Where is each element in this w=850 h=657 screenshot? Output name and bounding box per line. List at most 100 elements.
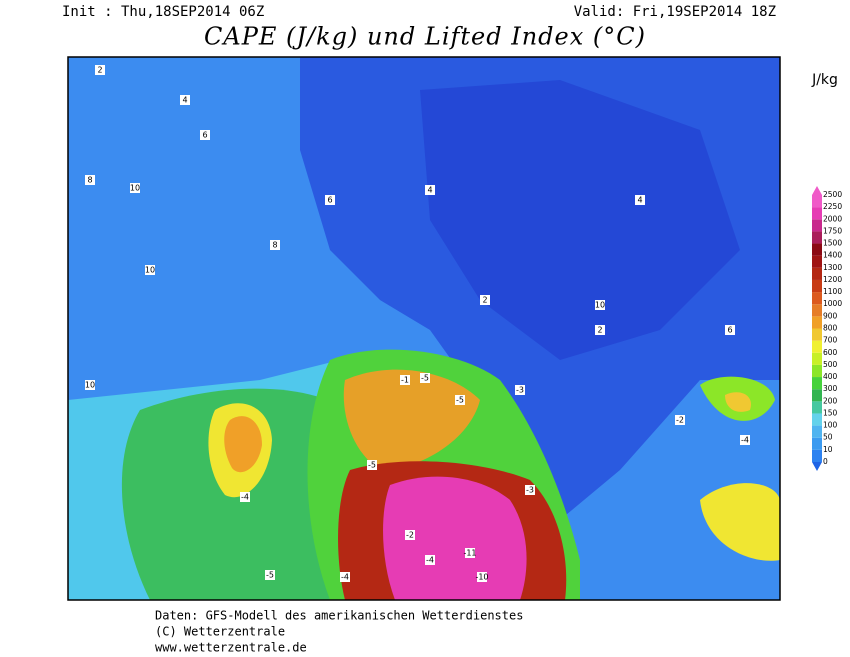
colorbar-segment (812, 219, 822, 232)
label-box (405, 530, 415, 540)
lifted-index-label: 6 (327, 196, 332, 205)
colorbar-unit: J/kg (811, 72, 838, 88)
label-box (265, 570, 275, 580)
colorbar-label: 900 (823, 311, 838, 320)
lifted-index-labels: 2 4 6 8 10 10 8 6 4 2 -1 -3 -5 -5 -4 -2 -4 -5 -11 -10 -4 -5 -4… (85, 65, 750, 582)
lifted-index-label: 10 (595, 301, 605, 310)
colorbar-segment (812, 316, 822, 329)
colorbar-segment (812, 328, 822, 341)
colorbar-label: 50 (823, 433, 833, 442)
label-box (595, 300, 605, 310)
colorbar-label: 1000 (823, 299, 842, 308)
colorbar-segment (812, 243, 822, 256)
colorbar-segment (812, 292, 822, 305)
colorbar-label: 1750 (823, 226, 842, 235)
colorbar-label: 2250 (823, 202, 842, 211)
label-box (200, 130, 210, 140)
colorbar-label: 1200 (823, 275, 842, 284)
colorbar-arrow (812, 186, 822, 195)
label-box (270, 240, 280, 250)
colorbar-label: 0 (823, 457, 828, 466)
colorbar-segment (812, 267, 822, 280)
label-box (477, 572, 487, 582)
colorbar-label: 800 (823, 324, 838, 333)
lifted-index-label: -4 (341, 573, 349, 582)
lifted-index-label: -10 (475, 573, 488, 582)
label-box (725, 325, 735, 335)
colorbar-segment (812, 413, 822, 426)
label-box (180, 95, 190, 105)
colorbar-label: 150 (823, 408, 838, 417)
label-box (675, 415, 685, 425)
lifted-index-label: -3 (526, 486, 534, 495)
label-box (85, 380, 95, 390)
label-box (420, 373, 430, 383)
colorbar-segment (812, 389, 822, 402)
colorbar-segment (812, 304, 822, 317)
lifted-index-label: -11 (463, 549, 476, 558)
label-box (95, 65, 105, 75)
footer-line: Daten: GFS-Modell des amerikanischen Wet… (155, 609, 523, 623)
label-box (85, 175, 95, 185)
colorbar-label: 1300 (823, 263, 842, 272)
label-box (465, 548, 475, 558)
label-box (740, 435, 750, 445)
lifted-index-label: -2 (676, 416, 684, 425)
valid-time: Valid: Fri,19SEP2014 18Z (574, 4, 776, 20)
lifted-index-label: -4 (241, 493, 249, 502)
colorbar-segment (812, 231, 822, 244)
lifted-index-label: 2 (597, 326, 602, 335)
lifted-index-label: 4 (427, 186, 432, 195)
lifted-index-label: -2 (406, 531, 414, 540)
label-box (480, 295, 490, 305)
label-box (425, 555, 435, 565)
label-box (325, 195, 335, 205)
colorbar-segment (812, 195, 822, 208)
colorbar-arrow (812, 462, 822, 471)
colorbar-segment (812, 207, 822, 220)
colorbar-label: 600 (823, 348, 838, 357)
lifted-index-label: -5 (266, 571, 274, 580)
colorbar-label: 1500 (823, 239, 842, 248)
colorbar-segment (812, 364, 822, 378)
lifted-index-label: 6 (202, 131, 207, 140)
label-box (455, 395, 465, 405)
label-box (340, 572, 350, 582)
lifted-index-label: -4 (741, 436, 749, 445)
lifted-index-label: 2 (482, 296, 487, 305)
lifted-index-label: -1 (401, 376, 409, 385)
label-box (595, 325, 605, 335)
colorbar-label: 400 (823, 372, 838, 381)
lifted-index-label: 10 (130, 184, 140, 193)
colorbar-segment (812, 279, 822, 293)
map-field (67, 56, 781, 601)
map-title: CAPE (J/kg) und Lifted Index (°C) (204, 23, 646, 51)
lifted-index-label: 4 (182, 96, 187, 105)
colorbar-label: 200 (823, 396, 838, 405)
colorbar-label: 700 (823, 336, 838, 345)
colorbar-segment (812, 352, 822, 365)
footer-line: (C) Wetterzentrale (155, 625, 285, 639)
lifted-index-label: 8 (272, 241, 277, 250)
lifted-index-label: -5 (421, 374, 429, 383)
label-box (367, 460, 377, 470)
init-time: Init : Thu,18SEP2014 06Z (62, 4, 264, 20)
lifted-index-label: -4 (426, 556, 434, 565)
label-box (130, 183, 140, 193)
colorbar-segment (812, 255, 822, 268)
colorbar-segment (812, 377, 822, 390)
colorbar: 0 10 50 100 150 200 300 400 500 600 700 800 900 1000 1… (812, 186, 842, 471)
lifted-index-label: 8 (87, 176, 92, 185)
label-box (240, 492, 250, 502)
footer-line: www.wetterzentrale.de (155, 641, 307, 655)
colorbar-segment (812, 401, 822, 414)
colorbar-label: 1400 (823, 251, 842, 260)
lifted-index-label: -3 (516, 386, 524, 395)
label-box (635, 195, 645, 205)
colorbar-label: 2500 (823, 190, 842, 199)
label-box (145, 265, 155, 275)
label-box (525, 485, 535, 495)
colorbar-label: 10 (823, 445, 833, 454)
